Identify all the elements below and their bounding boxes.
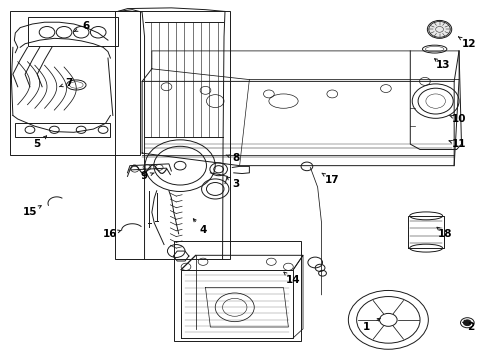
Bar: [27, 17, 118, 45]
Text: 13: 13: [435, 60, 450, 70]
Text: 11: 11: [451, 139, 466, 149]
Bar: [10, 12, 140, 155]
Text: 4: 4: [199, 225, 206, 235]
Text: 5: 5: [34, 139, 41, 149]
Bar: [173, 241, 300, 341]
Text: 15: 15: [22, 207, 37, 217]
Text: 3: 3: [232, 179, 239, 189]
Text: 10: 10: [451, 114, 466, 124]
Text: 2: 2: [467, 322, 474, 332]
Text: 1: 1: [362, 322, 369, 332]
Bar: [115, 12, 229, 259]
Circle shape: [427, 21, 451, 39]
Circle shape: [463, 320, 470, 325]
Text: 17: 17: [325, 175, 339, 185]
Bar: [15, 123, 110, 137]
Text: 7: 7: [65, 78, 73, 88]
Text: 16: 16: [103, 229, 118, 239]
Text: 12: 12: [461, 39, 475, 49]
Text: 8: 8: [232, 153, 239, 163]
Text: 18: 18: [437, 229, 452, 239]
Text: 6: 6: [82, 21, 89, 31]
Text: 9: 9: [141, 171, 148, 181]
Text: 14: 14: [285, 275, 300, 285]
